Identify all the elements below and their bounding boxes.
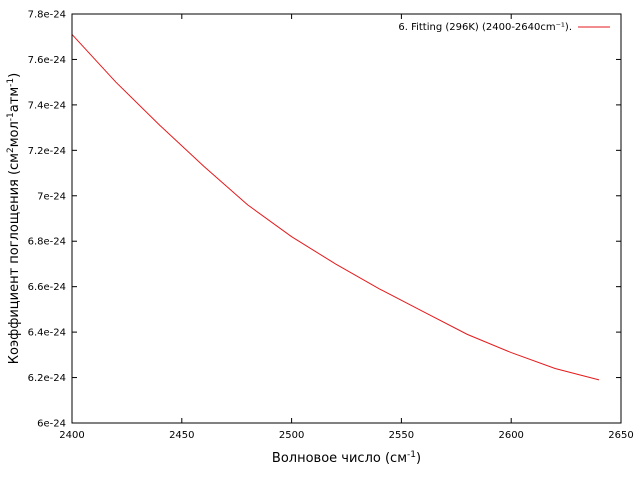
- ticks-layer: 2400 2450 2500 2550 2600 2650 6e-24 6.2e-24 6.4e…: [28, 10, 634, 442]
- y-tick-label: 6.4e-24: [28, 328, 66, 339]
- y-tick-label: 6.2e-24: [28, 373, 66, 384]
- y-tick-label: 7.2e-24: [28, 146, 66, 157]
- data-point: [335, 263, 336, 264]
- y-axis-title-sup-1: 2: [6, 147, 16, 153]
- x-axis-title: Волновое число (см-1): [272, 450, 421, 466]
- series-line: [71, 34, 600, 381]
- data-point: [555, 368, 556, 369]
- y-axis-title: Коэффициент поглощения (см2мол-1атм-1): [6, 73, 22, 364]
- x-tick-label: 2450: [169, 430, 194, 441]
- y-axis-title-sup-2: -1: [6, 112, 16, 121]
- x-tick-label: 2500: [279, 430, 304, 441]
- y-tick-label: 7.8e-24: [28, 10, 66, 21]
- y-axis-title-part-2: мол: [7, 121, 22, 147]
- plot-frame: [71, 13, 622, 424]
- data-point: [203, 166, 204, 167]
- y-axis-title-part-4: ): [7, 73, 22, 78]
- x-axis-title-superscript: -1: [407, 450, 416, 460]
- y-axis-title-sup-3: -1: [6, 78, 16, 87]
- data-point: [247, 204, 248, 205]
- y-tick-label: 7.4e-24: [28, 100, 66, 111]
- series-layer: [71, 34, 600, 381]
- data-point: [159, 125, 160, 126]
- x-axis-title-main: Волновое число (см: [272, 451, 407, 466]
- y-tick-label: 7.6e-24: [28, 55, 66, 66]
- data-point: [115, 82, 116, 83]
- y-tick-label: 6.6e-24: [28, 282, 66, 293]
- data-point: [511, 352, 512, 353]
- data-point: [379, 288, 380, 289]
- legend-label: 6. Fitting (296K) (2400-2640cm⁻¹).: [398, 22, 572, 33]
- data-point: [291, 236, 292, 237]
- x-tick-label: 2650: [608, 430, 633, 441]
- legend: 6. Fitting (296K) (2400-2640cm⁻¹).: [398, 22, 610, 33]
- y-axis-title-part-1: Коэффициент поглощения (см: [7, 153, 22, 364]
- x-tick-label: 2600: [498, 430, 523, 441]
- x-tick-label: 2400: [59, 430, 84, 441]
- x-axis-title-tail: ): [416, 451, 421, 466]
- data-point: [467, 334, 468, 335]
- data-point: [423, 311, 424, 312]
- y-axis-title-part-3: атм: [7, 87, 22, 112]
- x-tick-label: 2550: [389, 430, 414, 441]
- data-point: [598, 379, 599, 380]
- y-tick-label: 7e-24: [37, 191, 66, 202]
- y-tick-label: 6.8e-24: [28, 237, 66, 248]
- y-tick-label: 6e-24: [37, 419, 66, 430]
